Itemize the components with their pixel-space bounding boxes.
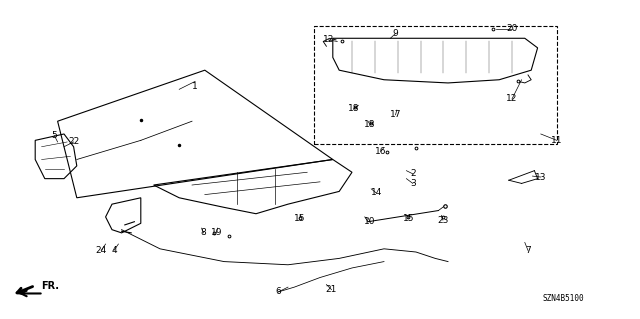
Text: 13: 13 <box>535 173 547 182</box>
Text: 18: 18 <box>348 104 360 113</box>
Text: 19: 19 <box>211 228 222 237</box>
Text: 8: 8 <box>201 228 206 237</box>
Text: 12: 12 <box>506 94 518 103</box>
Text: 17: 17 <box>390 110 401 119</box>
Text: 12: 12 <box>323 35 334 44</box>
Text: 15: 15 <box>294 214 305 223</box>
Text: 20: 20 <box>506 24 518 33</box>
Text: 18: 18 <box>364 120 376 129</box>
Text: 14: 14 <box>371 189 382 197</box>
Text: 1: 1 <box>193 82 198 91</box>
Text: 6: 6 <box>276 287 281 296</box>
Text: SZN4B5100: SZN4B5100 <box>542 294 584 303</box>
Text: 9: 9 <box>393 29 398 38</box>
Text: 11: 11 <box>551 136 563 145</box>
Text: 2: 2 <box>410 169 415 178</box>
Text: 24: 24 <box>95 246 107 255</box>
Text: 5: 5 <box>52 131 57 140</box>
Text: FR.: FR. <box>42 281 60 291</box>
Text: 22: 22 <box>68 137 79 146</box>
Text: 16: 16 <box>375 147 387 156</box>
Text: 10: 10 <box>364 217 376 226</box>
Text: 7: 7 <box>525 246 531 255</box>
Text: 23: 23 <box>437 216 449 225</box>
Text: 15: 15 <box>403 214 414 223</box>
Text: 3: 3 <box>410 179 415 188</box>
Text: 4: 4 <box>111 246 116 255</box>
Text: 21: 21 <box>326 285 337 294</box>
